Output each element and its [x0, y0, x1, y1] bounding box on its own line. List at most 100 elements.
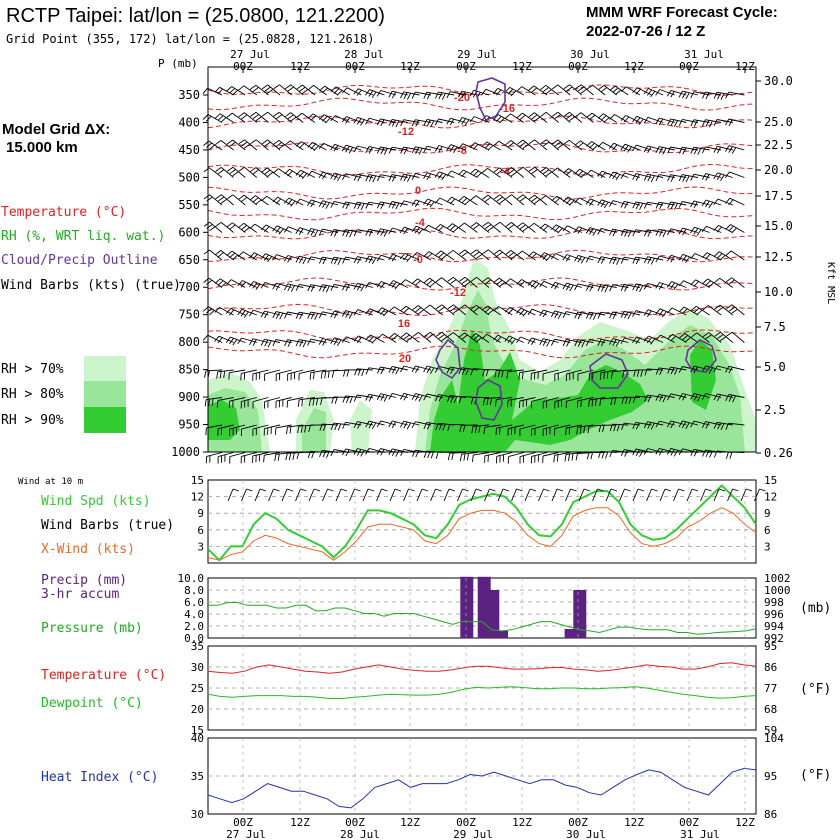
wind-barb-feather: [353, 421, 358, 429]
wind-barb: [670, 393, 687, 398]
wind-barb: [219, 307, 234, 316]
wind-barb: [380, 90, 397, 96]
wind-barb-feather: [713, 172, 718, 180]
wind-barb-feather: [278, 144, 285, 150]
wind-barb: [612, 338, 629, 343]
wind-barb-feather: [592, 229, 597, 236]
cloud-outline: [589, 353, 629, 389]
wind-barb-feather: [659, 368, 663, 376]
precip-right-tick-label: 1000: [764, 584, 791, 597]
wind-barb-feather: [353, 229, 358, 237]
wind-barb-feather: [600, 257, 605, 264]
surface-wind-barb-feather: [300, 488, 307, 492]
wind-barb-feather: [388, 119, 393, 126]
wind-barb-feather: [310, 229, 315, 236]
wind-barb: [403, 420, 420, 426]
wind-barb: [601, 199, 617, 206]
pressure-tick-label: 400: [178, 115, 200, 129]
wind-barb-feather: [302, 257, 307, 265]
wind-barb-feather: [376, 118, 381, 126]
wind-barb: [276, 225, 292, 233]
wind-barb-feather: [320, 397, 323, 405]
wind-barb-feather: [627, 230, 632, 238]
wind-tick-label: 15: [191, 474, 204, 487]
cloud-outline: [475, 379, 503, 421]
wind-barb: [717, 145, 733, 151]
wind-barb: [310, 338, 327, 343]
temp-tick-label: 15: [191, 724, 204, 737]
wind-barb-feather: [647, 395, 652, 403]
wind-barb-feather: [685, 92, 690, 100]
wind-barb-feather: [586, 141, 592, 147]
wind-barb-feather: [284, 311, 288, 319]
wind-barb: [310, 284, 327, 288]
wind-barb-feather: [697, 148, 702, 155]
wind-barb: [707, 278, 722, 288]
wind-barb-feather: [353, 117, 359, 124]
height-tick-label: 30.0: [764, 74, 793, 88]
wind-barb: [253, 309, 269, 316]
wind-barb: [241, 369, 257, 374]
wind-barb-feather: [519, 196, 527, 202]
wind-barb-feather: [670, 256, 675, 263]
wind-barb-feather: [516, 336, 521, 343]
wind-barb: [345, 421, 362, 426]
wind-barb-feather: [434, 197, 441, 204]
date-label-bottom: 30 Jul: [566, 828, 606, 840]
wind-barb: [252, 338, 269, 343]
wind-barb-feather: [539, 281, 545, 288]
wind-barb-feather: [609, 450, 613, 458]
wind-barb: [415, 393, 432, 398]
wind-barb-feather: [496, 196, 503, 202]
wind-barb-feather: [450, 395, 454, 403]
temperature-contour-label: -8: [457, 145, 467, 157]
wind-barb-feather: [602, 425, 605, 433]
wind-barb-feather: [295, 227, 300, 234]
wind-barb-feather: [400, 146, 405, 154]
surface-wind-barb-feather: [516, 488, 523, 492]
wind-barb: [484, 452, 501, 457]
wind-barb-feather: [708, 367, 713, 374]
wind-barb-feather: [418, 395, 423, 402]
wind-barb: [219, 278, 234, 288]
wind-barb: [232, 166, 246, 178]
surface-wind-barb-feather: [691, 488, 699, 492]
wind-barb: [671, 281, 687, 288]
wind-barb-feather: [330, 229, 335, 237]
wind-barb: [289, 168, 304, 178]
wind-barb-feather: [330, 284, 335, 291]
wind-barb: [300, 169, 316, 178]
wind-barb-feather: [458, 117, 463, 124]
surface-wind-barb-feather: [313, 488, 321, 492]
wind-barb-feather: [667, 366, 672, 374]
wind-barb-feather: [435, 277, 442, 283]
wind-barb: [252, 369, 269, 375]
wind-barb-feather: [716, 226, 722, 233]
wind-barb-feather: [356, 118, 362, 125]
forecast-cycle-label: MMM WRF Forecast Cycle:: [586, 4, 778, 21]
wind-barb-feather: [447, 304, 454, 310]
wind-barb-feather: [705, 174, 710, 181]
wind-barb-feather: [368, 421, 373, 429]
wind-barb-feather: [577, 142, 584, 148]
surface-wind-barb-feather: [448, 488, 456, 492]
wind-barb-feather: [272, 168, 279, 174]
wind-barb: [670, 146, 687, 151]
wind-barb-feather: [434, 118, 439, 126]
wind-barb: [693, 173, 710, 178]
wind-barb: [546, 111, 559, 123]
wind-barb-feather: [389, 333, 395, 339]
wind-barb-feather: [588, 199, 594, 206]
wind-barb: [670, 89, 687, 96]
wind-barb: [220, 140, 234, 151]
wind-barb-feather: [612, 339, 617, 346]
wind-barb: [430, 331, 443, 343]
wind-barb-feather: [423, 422, 428, 429]
wind-barb: [522, 194, 536, 206]
wind-barb-feather: [345, 396, 350, 403]
wind-barb: [475, 168, 490, 178]
surface-wind-barb: [376, 488, 382, 502]
wind-barb-feather: [469, 142, 476, 149]
wind-barb: [438, 394, 455, 398]
surface-wind-barb-feather: [394, 488, 402, 492]
